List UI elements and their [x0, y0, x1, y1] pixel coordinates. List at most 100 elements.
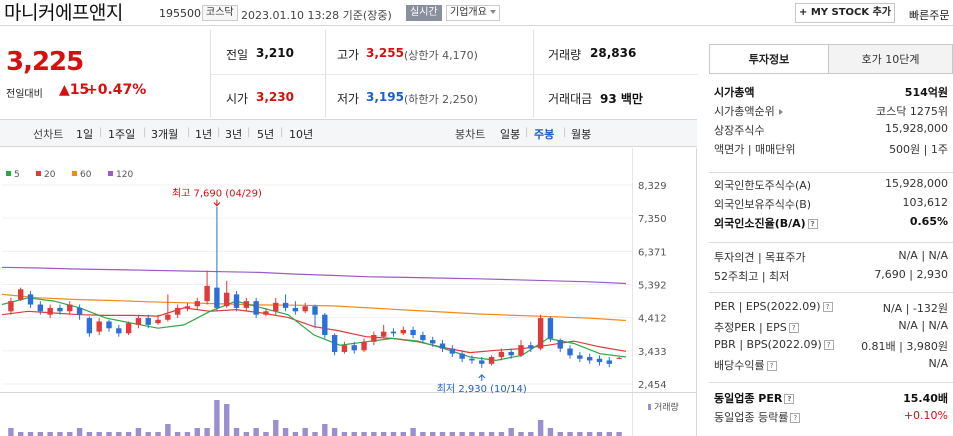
volume-bar	[204, 428, 210, 436]
help-icon[interactable]: ?	[788, 323, 799, 333]
tab-orderbook[interactable]: 호가 10단계	[828, 44, 953, 74]
y-tick-label: 5,392	[638, 280, 667, 291]
info-value: N/A	[928, 357, 948, 370]
candle-body	[420, 335, 426, 341]
prev-close-value: 3,210	[256, 46, 294, 60]
volume-bar	[518, 432, 524, 436]
candle-body	[400, 329, 406, 334]
open-label: 시가	[226, 92, 249, 106]
candle-body	[439, 343, 446, 349]
period-5y[interactable]: 5년	[257, 128, 275, 141]
volume-label: 거래량	[548, 48, 582, 62]
period-1d[interactable]: 1일	[76, 128, 94, 141]
candle-body	[537, 318, 544, 349]
tab-investment-info[interactable]: 투자정보	[709, 44, 829, 74]
help-icon[interactable]: ?	[822, 302, 833, 312]
volume-value: 28,836	[590, 46, 637, 60]
candle-body	[145, 318, 151, 325]
candle-daily[interactable]: 일봉	[500, 128, 521, 141]
info-value: 코스닥 1275위	[876, 105, 948, 118]
upper-limit: (상한가 4,170)	[404, 49, 478, 62]
price-chart[interactable]: 8,329 7,350 6,371 5,392 4,412 3,433 2,454 5 20 60…	[0, 148, 697, 436]
help-icon[interactable]: ?	[790, 413, 801, 423]
volume-bar	[273, 420, 279, 436]
period-3y[interactable]: 3년	[225, 128, 243, 141]
volume-bar	[410, 428, 416, 436]
help-icon[interactable]: ?	[784, 394, 795, 404]
candle-body	[86, 318, 93, 334]
company-name: 마니커에프앤지	[4, 2, 123, 24]
period-10y[interactable]: 10년	[289, 128, 314, 141]
volume-bar	[449, 432, 456, 436]
candle-body	[528, 345, 534, 349]
low-annotation: 최저 2,930 (10/14)	[437, 383, 527, 395]
volume-bar	[292, 432, 299, 436]
candle-monthly[interactable]: 월봉	[571, 128, 592, 141]
candle-body	[76, 307, 83, 315]
help-icon[interactable]: ?	[807, 219, 818, 229]
period-3m[interactable]: 3개월	[151, 128, 179, 141]
high-arrow-icon	[213, 199, 221, 207]
period-1w[interactable]: 1주일	[108, 128, 136, 141]
high-annotation: 최고 7,690 (04/29)	[172, 188, 262, 200]
amount-value: 93 백만	[600, 92, 643, 106]
volume-bar	[390, 432, 397, 436]
y-tick-label: 6,371	[638, 247, 667, 258]
volume-bar	[537, 420, 544, 436]
market-badge: 코스닥	[202, 5, 238, 21]
info-row: 액면가 | 매매단위 500원 | 1주	[714, 141, 948, 159]
panel-divider	[709, 242, 953, 243]
volume-bar	[596, 432, 603, 436]
volume-bar	[430, 432, 436, 436]
panel-divider	[709, 292, 953, 293]
y-tick-label: 3,433	[638, 347, 667, 358]
low-label: 저가	[337, 92, 360, 106]
volume-bar	[47, 432, 53, 436]
info-value: 103,612	[902, 196, 949, 209]
candle-body	[449, 348, 456, 354]
volume-bar	[67, 432, 73, 436]
volume-bar	[184, 432, 191, 436]
stock-code: 195500	[159, 7, 201, 20]
panel-divider	[709, 382, 953, 383]
info-value: 514억원	[904, 86, 948, 99]
volume-bar	[155, 432, 161, 436]
divider	[210, 74, 698, 75]
candle-body	[518, 345, 524, 356]
candle-body	[233, 294, 240, 308]
candle-body	[57, 307, 63, 312]
y-tick-label: 7,350	[638, 214, 667, 225]
volume-swatch	[648, 404, 651, 410]
lower-limit: (하한가 2,250)	[404, 93, 478, 106]
legend-swatch	[36, 171, 41, 176]
ma60-line	[1, 293, 627, 322]
legend-swatch	[72, 171, 77, 176]
volume-bar	[37, 432, 44, 436]
info-row: 투자의견 | 목표주가 N/A | N/A	[714, 249, 948, 267]
volume-bar	[371, 432, 377, 436]
current-price: 3,225	[6, 47, 84, 77]
info-value: N/A | -132원	[882, 302, 948, 315]
info-label: 동일업종 PER?	[714, 390, 795, 406]
volume-bar	[233, 428, 240, 436]
help-icon[interactable]: ?	[766, 361, 777, 371]
volume-label: 거래량	[654, 401, 679, 413]
volume-bar	[322, 424, 328, 436]
candle-body	[243, 301, 250, 308]
candle-body	[96, 321, 102, 332]
quick-order-link[interactable]: 빠른주문	[909, 9, 950, 22]
volume-bar	[351, 432, 357, 436]
panel-divider	[709, 172, 953, 173]
info-value: +0.10%	[903, 409, 948, 422]
period-1y[interactable]: 1년	[195, 128, 213, 141]
realtime-button[interactable]: 실시간	[406, 5, 442, 21]
corp-info-dropdown[interactable]: 기업개요	[446, 5, 500, 21]
candle-body	[116, 328, 122, 334]
candle-body	[557, 340, 563, 349]
candle-body	[194, 301, 200, 307]
add-mystock-button[interactable]: + MY STOCK 추가	[795, 3, 895, 23]
candle-weekly[interactable]: 주봉	[534, 128, 555, 141]
candle-body	[224, 292, 230, 307]
help-icon[interactable]: ?	[823, 340, 834, 350]
chevron-right-icon[interactable]	[778, 109, 783, 115]
